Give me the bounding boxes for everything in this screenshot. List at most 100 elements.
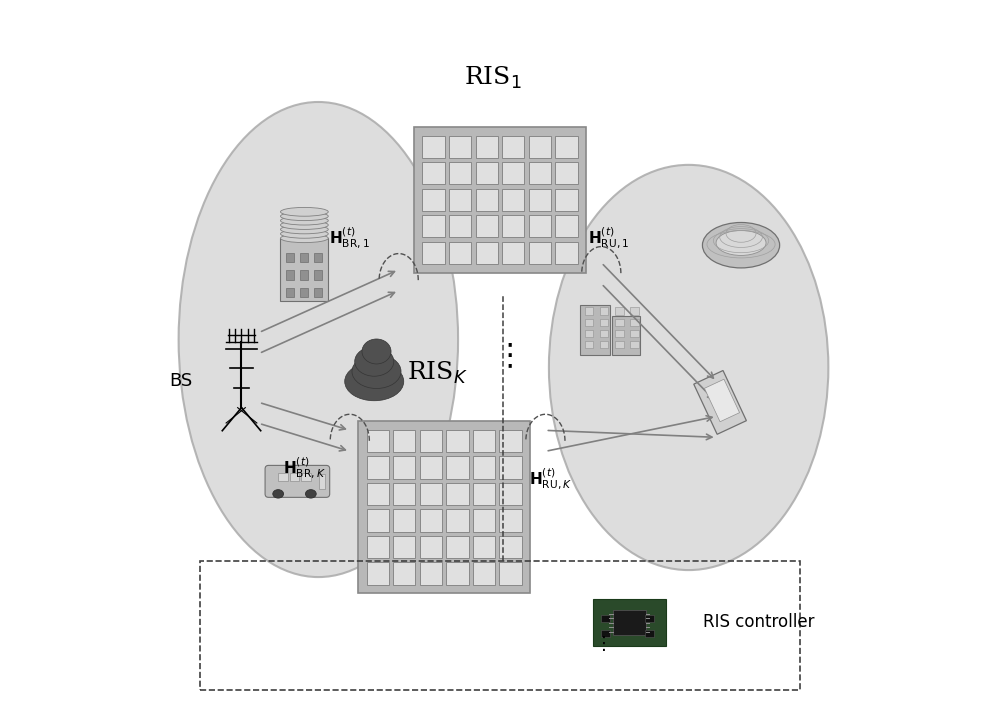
Bar [473,430,495,452]
Bar [473,563,495,585]
Bar [612,316,640,355]
Bar [449,162,471,185]
Bar [367,563,389,585]
Bar [615,341,624,348]
Bar [585,329,593,337]
Bar [585,319,593,326]
Bar [601,615,610,622]
Bar [393,430,415,452]
Bar [393,509,415,532]
Bar [476,215,498,238]
Bar [286,288,294,298]
Bar [630,319,639,326]
Bar [393,456,415,479]
Bar [600,319,608,326]
Ellipse shape [280,225,328,234]
Bar [422,215,445,238]
Bar [200,561,800,690]
Text: RIS$_K$: RIS$_K$ [407,359,467,385]
Ellipse shape [280,212,328,221]
Ellipse shape [716,230,766,255]
Ellipse shape [352,354,401,388]
Bar [446,483,469,505]
Ellipse shape [549,165,828,570]
Bar [630,341,639,348]
Bar [580,305,610,355]
Bar [420,483,442,505]
Bar [529,189,551,211]
Text: RIS$_1$: RIS$_1$ [464,65,522,91]
Bar [555,215,578,238]
Bar [422,162,445,185]
Text: $\mathbf{H}^{(t)}_{\mathrm{BR},K}$: $\mathbf{H}^{(t)}_{\mathrm{BR},K}$ [283,456,326,481]
Bar [555,189,578,211]
Bar [314,252,322,262]
Bar [499,509,522,532]
Bar [585,308,593,315]
Bar [300,252,308,262]
Bar [502,242,524,264]
Bar [367,483,389,505]
Bar [446,563,469,585]
Bar [420,536,442,559]
Bar [499,536,522,559]
Ellipse shape [355,346,394,376]
Bar [393,536,415,559]
Bar [449,215,471,238]
Text: RIS controller: RIS controller [703,614,814,631]
Bar [449,136,471,158]
Bar [314,288,322,298]
Bar [420,563,442,585]
Bar [314,270,322,280]
Bar [600,341,608,348]
Bar [600,329,608,337]
Bar [301,473,311,481]
Ellipse shape [179,102,458,577]
Ellipse shape [280,216,328,225]
Bar [422,136,445,158]
FancyBboxPatch shape [265,465,330,497]
Bar [615,329,624,337]
Bar [529,162,551,185]
Bar [446,509,469,532]
Bar [422,242,445,264]
Bar [593,599,666,646]
Polygon shape [694,370,746,434]
Bar [473,483,495,505]
Text: $\mathbf{H}^{(t)}_{\mathrm{BR},1}$: $\mathbf{H}^{(t)}_{\mathrm{BR},1}$ [329,226,370,251]
Bar [473,509,495,532]
Ellipse shape [362,339,391,364]
Text: $\mathbf{H}^{(t)}_{\mathrm{RU},1}$: $\mathbf{H}^{(t)}_{\mathrm{RU},1}$ [588,226,629,251]
FancyBboxPatch shape [358,421,530,593]
Bar [367,536,389,559]
Bar [615,319,624,326]
Bar [502,215,524,238]
Ellipse shape [273,490,284,498]
Bar [300,270,308,280]
Bar [645,615,654,622]
Bar [502,162,524,185]
Bar [502,136,524,158]
Bar [280,238,328,301]
Bar [367,456,389,479]
Bar [630,308,639,315]
Bar [286,270,294,280]
Bar [420,456,442,479]
Bar [555,242,578,264]
Bar [319,474,325,489]
Bar [367,509,389,532]
Bar [446,536,469,559]
Text: BS: BS [169,373,193,390]
Bar [601,630,610,637]
Bar [473,536,495,559]
Bar [420,430,442,452]
Bar [476,189,498,211]
Bar [499,483,522,505]
Bar [615,308,624,315]
Text: $\vdots$: $\vdots$ [494,342,513,371]
Bar [502,189,524,211]
Bar [529,136,551,158]
Ellipse shape [345,362,404,401]
Bar [278,473,288,481]
Bar [473,456,495,479]
